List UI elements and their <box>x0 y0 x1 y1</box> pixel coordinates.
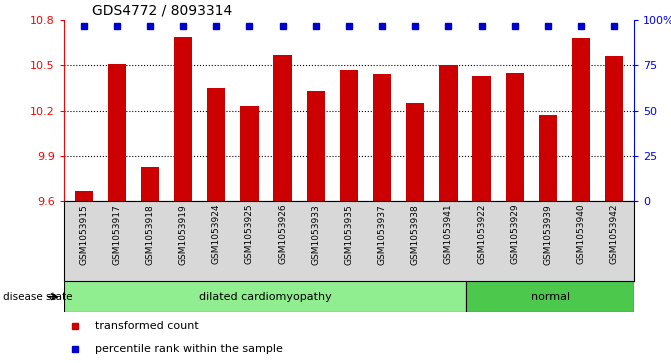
Text: GDS4772 / 8093314: GDS4772 / 8093314 <box>92 3 233 17</box>
Text: GSM1053929: GSM1053929 <box>510 204 519 265</box>
Text: GSM1053918: GSM1053918 <box>146 204 154 265</box>
Bar <box>64 281 466 312</box>
Bar <box>440 65 458 201</box>
Text: GSM1053926: GSM1053926 <box>278 204 287 265</box>
Text: disease state: disease state <box>3 292 73 302</box>
Bar <box>340 70 358 201</box>
Bar <box>274 55 292 201</box>
Bar <box>74 191 93 201</box>
Text: GSM1053935: GSM1053935 <box>344 204 354 265</box>
Bar <box>472 76 491 201</box>
Text: percentile rank within the sample: percentile rank within the sample <box>95 344 283 354</box>
Text: dilated cardiomyopathy: dilated cardiomyopathy <box>199 292 331 302</box>
Text: GSM1053942: GSM1053942 <box>610 204 619 264</box>
Text: GSM1053922: GSM1053922 <box>477 204 486 264</box>
Bar <box>539 115 557 201</box>
Text: GSM1053919: GSM1053919 <box>178 204 188 265</box>
Text: GSM1053917: GSM1053917 <box>112 204 121 265</box>
Bar <box>466 281 634 312</box>
Text: normal: normal <box>531 292 570 302</box>
Bar <box>207 88 225 201</box>
Bar <box>373 74 391 201</box>
Text: GSM1053938: GSM1053938 <box>411 204 420 265</box>
Bar <box>240 106 258 201</box>
Text: GSM1053924: GSM1053924 <box>212 204 221 264</box>
Bar <box>605 56 623 201</box>
Bar <box>572 38 590 201</box>
Text: transformed count: transformed count <box>95 321 199 331</box>
Bar <box>406 103 424 201</box>
Text: GSM1053933: GSM1053933 <box>311 204 320 265</box>
Text: GSM1053925: GSM1053925 <box>245 204 254 265</box>
Bar <box>107 64 126 201</box>
Bar <box>174 37 192 201</box>
Bar <box>506 73 524 201</box>
Bar <box>307 91 325 201</box>
Text: GSM1053915: GSM1053915 <box>79 204 88 265</box>
Text: GSM1053937: GSM1053937 <box>378 204 386 265</box>
Bar <box>141 167 159 201</box>
Text: GSM1053939: GSM1053939 <box>544 204 552 265</box>
Text: GSM1053941: GSM1053941 <box>444 204 453 265</box>
Text: GSM1053940: GSM1053940 <box>576 204 586 265</box>
